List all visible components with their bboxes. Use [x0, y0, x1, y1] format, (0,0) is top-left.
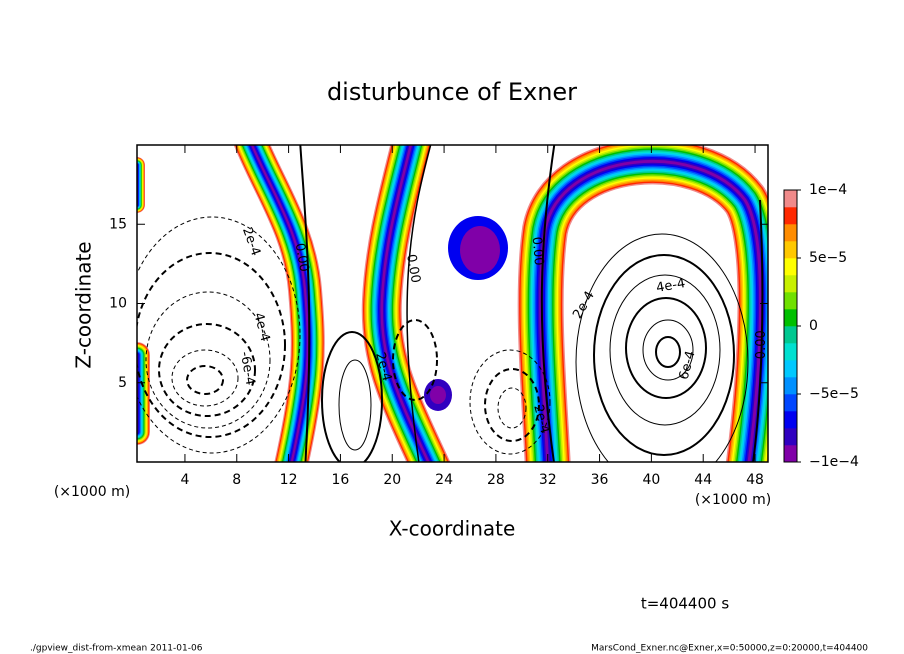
colorbar-tick-label: 1e−4 — [809, 182, 847, 198]
footer-left: ./gpview_dist-from-xmean 2011-01-06 — [30, 644, 203, 654]
colorbar-band — [784, 309, 797, 327]
y-axis-label: Z-coordinate — [72, 241, 96, 368]
color-blob — [460, 226, 500, 274]
y-tick-label: 15 — [109, 216, 127, 232]
footer-right: MarsCond_Exner.nc@Exner,x=0:50000,z=0:20… — [591, 644, 868, 654]
y-unit: (×1000 m) — [54, 484, 130, 500]
colorbar-band — [784, 207, 797, 225]
chart-title: disturbunce of Exner — [327, 78, 577, 106]
time-label: t=404400 s — [641, 595, 729, 613]
colorbar-band — [784, 394, 797, 412]
x-tick-label: 40 — [642, 472, 660, 488]
contour-label: 4e-4 — [250, 311, 272, 343]
contour-lines — [137, 145, 764, 462]
color-band — [380, 145, 430, 462]
colorbar-tick-label: 5e−5 — [809, 250, 847, 266]
color-band — [250, 145, 309, 462]
x-tick-label: 8 — [232, 472, 241, 488]
colorbar-band — [784, 360, 797, 378]
x-tick-label: 12 — [280, 472, 298, 488]
x-tick-label: 16 — [332, 472, 350, 488]
colorbar-band — [784, 258, 797, 276]
x-tick-label: 4 — [180, 472, 189, 488]
contour-label: 0.00 — [529, 236, 546, 266]
colorbar-band — [784, 445, 797, 463]
y-tick-label: 5 — [118, 375, 127, 391]
colorbar-tick-label: −5e−5 — [809, 386, 859, 402]
colorbar-band — [784, 190, 797, 208]
colorbar-band — [784, 326, 797, 344]
x-unit: (×1000 m) — [695, 492, 771, 508]
x-tick-label: 44 — [694, 472, 712, 488]
x-tick-label: 24 — [435, 472, 453, 488]
contour-label: -6e-4 — [237, 350, 258, 386]
colorbar-band — [784, 343, 797, 361]
contour-label: 4e-4 — [655, 276, 686, 296]
colorbar-tick-label: 0 — [809, 318, 818, 334]
colorbar-band — [784, 224, 797, 242]
color-blob — [430, 386, 446, 404]
color-band — [539, 160, 762, 462]
x-tick-label: 48 — [746, 472, 764, 488]
contour-label: 0.00 — [292, 242, 312, 273]
colorbar-band — [784, 275, 797, 293]
colorbar-band — [784, 377, 797, 395]
colorbar-band — [784, 241, 797, 259]
contour-label: 2e-4 — [372, 351, 394, 383]
colorbar-band — [784, 411, 797, 429]
contour-label: 0.00 — [403, 253, 423, 284]
contour-label: 6e-4 — [677, 349, 699, 381]
x-tick-label: 32 — [539, 472, 557, 488]
colorbar-tick-label: −1e−4 — [809, 454, 859, 470]
x-tick-label: 28 — [487, 472, 505, 488]
x-tick-label: 20 — [383, 472, 401, 488]
colorbar-band — [784, 428, 797, 446]
field — [137, 145, 768, 462]
colorbar-band — [784, 292, 797, 310]
x-axis-label: X-coordinate — [389, 517, 516, 541]
contour-label: 0.00 — [754, 330, 769, 359]
x-tick-label: 36 — [591, 472, 609, 488]
contour-label: 2e-4 — [530, 403, 552, 435]
y-tick-label: 10 — [109, 296, 127, 312]
